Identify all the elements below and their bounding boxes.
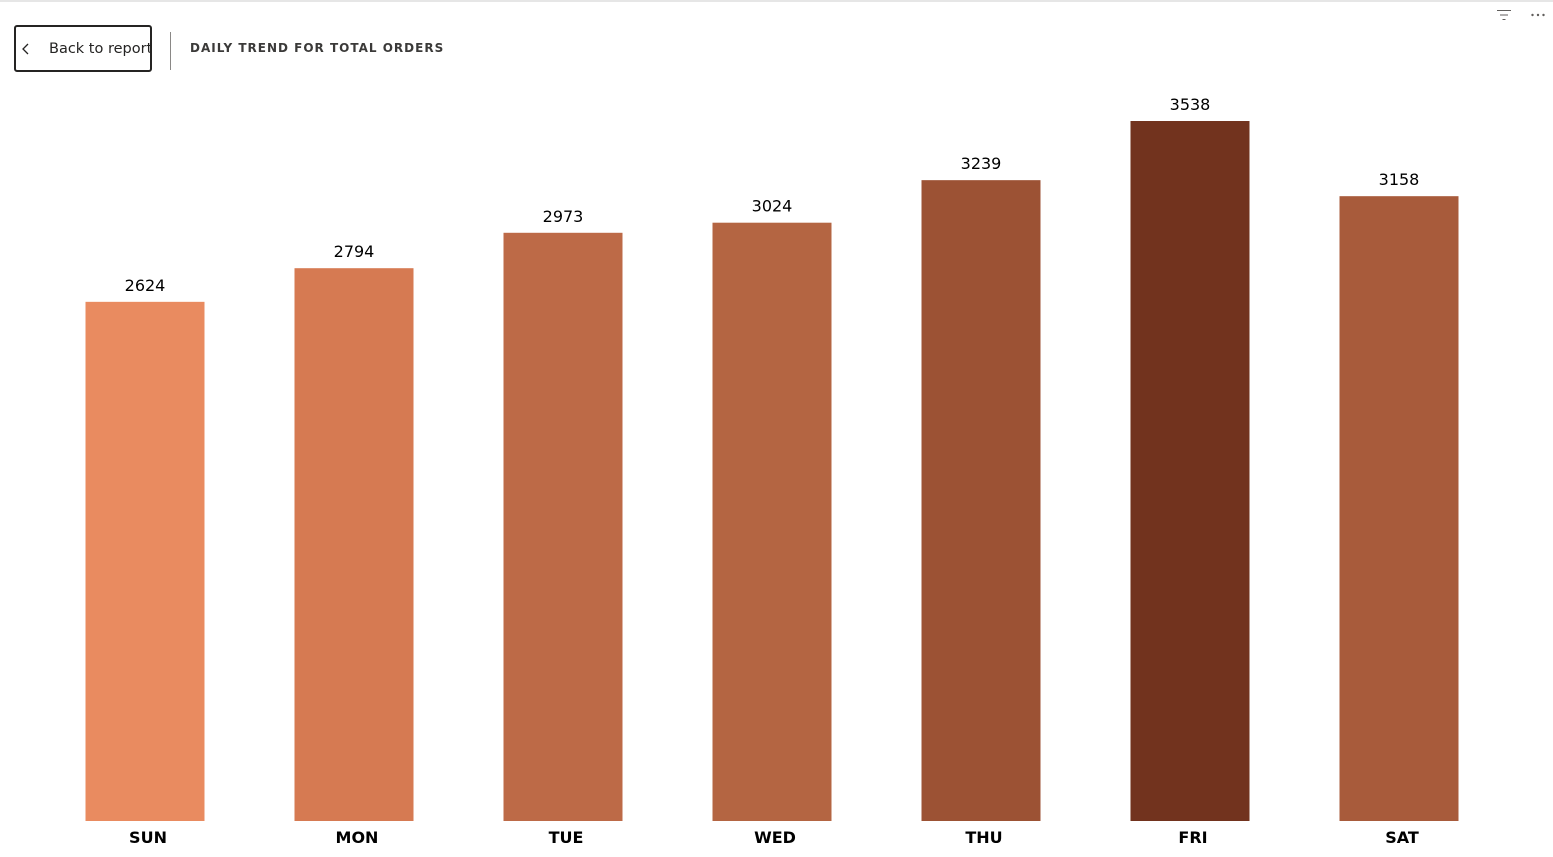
data-label-thu: 3239	[961, 154, 1002, 173]
data-label-sun: 2624	[125, 276, 166, 295]
x-tick-label-mon: MON	[336, 828, 379, 847]
back-to-report-label: Back to report	[49, 40, 153, 57]
data-label-sat: 3158	[1379, 170, 1420, 189]
x-tick-label-fri: FRI	[1178, 828, 1207, 847]
top-border	[0, 0, 1553, 2]
chevron-left-icon	[21, 42, 29, 56]
data-label-tue: 2973	[543, 207, 584, 226]
bar-sat[interactable]	[1339, 196, 1459, 821]
daily-orders-bar-chart: 2624 SUN 2794 MON 2973 TUE 3024 WED 3239 THU 3538 F…	[85, 95, 1459, 847]
bar-thu[interactable]	[921, 180, 1041, 821]
filter-icon[interactable]	[1494, 6, 1514, 24]
x-tick-label-wed: WED	[754, 828, 796, 847]
bar-fri[interactable]	[1130, 121, 1250, 821]
data-label-wed: 3024	[752, 197, 793, 216]
more-options-icon[interactable]	[1528, 6, 1548, 24]
x-tick-label-thu: THU	[965, 828, 1002, 847]
bar-mon[interactable]	[294, 268, 414, 822]
x-tick-label-sun: SUN	[129, 828, 167, 847]
bar-tue[interactable]	[503, 232, 623, 821]
bar-sun[interactable]	[85, 301, 205, 821]
data-label-mon: 2794	[334, 242, 375, 261]
header-divider	[170, 32, 171, 70]
data-label-fri: 3538	[1170, 95, 1211, 114]
x-tick-label-sat: SAT	[1385, 828, 1419, 847]
page-title: DAILY TREND FOR TOTAL ORDERS	[190, 41, 445, 55]
bar-wed[interactable]	[712, 222, 832, 822]
back-to-report-button[interactable]: Back to report	[14, 25, 152, 72]
x-tick-label-tue: TUE	[549, 828, 584, 847]
